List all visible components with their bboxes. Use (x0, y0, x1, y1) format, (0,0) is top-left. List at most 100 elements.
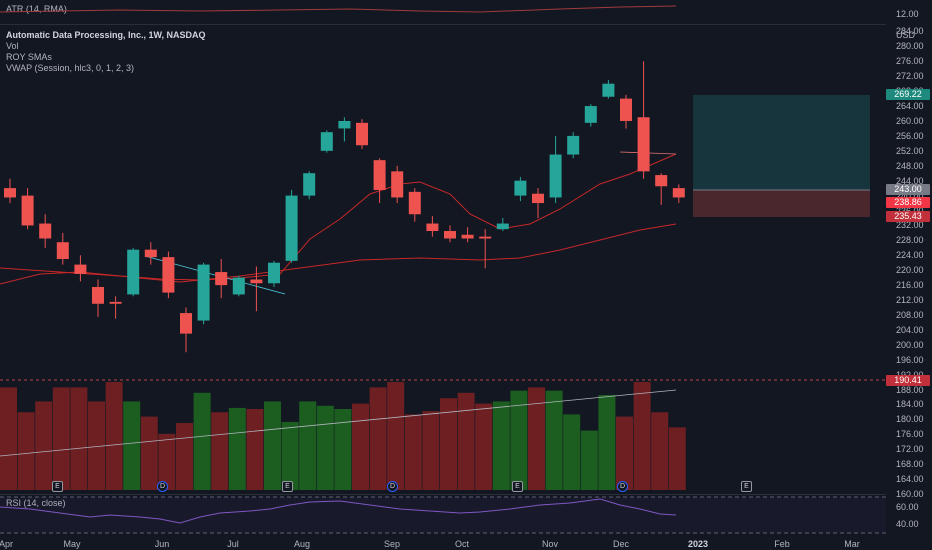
candle[interactable] (672, 188, 685, 198)
candle[interactable] (655, 175, 668, 187)
volume-chart[interactable] (0, 378, 886, 492)
earnings-badge[interactable]: E (512, 481, 523, 492)
candle[interactable] (21, 195, 34, 226)
volume-bar (17, 412, 35, 490)
candle[interactable] (180, 313, 192, 334)
rsi-pane[interactable]: RSI (14, close) (0, 495, 886, 535)
candle[interactable] (584, 106, 597, 123)
price-tick: 216.00 (896, 280, 924, 291)
time-tick: Jun (154, 539, 170, 549)
volume-bar (545, 390, 563, 490)
candle[interactable] (549, 154, 562, 198)
currency-label: USD (896, 30, 916, 40)
candle[interactable] (162, 257, 175, 293)
dividend-badge[interactable]: D (157, 481, 168, 492)
price-tick: 280.00 (896, 41, 924, 52)
rsi-line (0, 498, 677, 524)
candle[interactable] (408, 191, 421, 215)
reward-zone[interactable] (693, 95, 870, 190)
rsi-tick-40: 40.00 (896, 519, 919, 529)
candle[interactable] (250, 279, 263, 284)
candle[interactable] (514, 180, 527, 196)
volume-tag[interactable]: 190.41 (886, 375, 930, 386)
volume-bar (264, 401, 281, 490)
risk-zone[interactable] (693, 190, 870, 217)
legend-vwap[interactable]: VWAP (Session, hlc3, 0, 1, 2, 3) (6, 63, 135, 73)
candle[interactable] (637, 117, 650, 172)
volume-bar (123, 401, 141, 490)
candle[interactable] (197, 264, 210, 321)
volume-bar (52, 387, 70, 490)
candle[interactable] (479, 236, 492, 239)
candle[interactable] (303, 173, 316, 196)
candles[interactable] (4, 61, 685, 353)
volume-bar (299, 401, 317, 490)
candle[interactable] (320, 132, 333, 151)
volume-bar (492, 401, 510, 490)
candle[interactable] (356, 122, 368, 146)
price-tick: 232.00 (896, 220, 924, 231)
price-scale[interactable]: 284.00280.00276.00272.00268.00264.00260.… (886, 24, 932, 499)
candle[interactable] (92, 286, 104, 304)
price-tick: 256.00 (896, 130, 924, 141)
target-price-tag[interactable]: 269.22 (886, 89, 930, 100)
pane-separator (0, 494, 886, 495)
candle[interactable] (215, 272, 228, 286)
time-tick: Dec (612, 539, 630, 549)
candle[interactable] (620, 98, 632, 121)
time-tick: Jul (227, 539, 239, 549)
volume-bar (510, 390, 528, 490)
candle[interactable] (373, 160, 386, 190)
time-tick: Feb (774, 539, 790, 549)
price-tick: 160.00 (896, 489, 924, 499)
legend-sma[interactable]: ROY SMAs (6, 52, 52, 62)
price-tick: 168.00 (896, 459, 924, 470)
stop-price-tag[interactable]: 235.43 (886, 211, 930, 222)
candle[interactable] (39, 223, 52, 239)
dividend-badge[interactable]: D (387, 481, 398, 492)
candle[interactable] (444, 231, 456, 239)
candle[interactable] (56, 242, 69, 259)
candle[interactable] (232, 277, 245, 295)
time-axis[interactable]: Apr May Jun Jul Aug Sep Oct Nov Dec 2023 Feb Mar (0, 535, 886, 550)
sma-slow-line (0, 223, 677, 283)
entry-price-tag[interactable]: 243.00 (886, 184, 930, 195)
price-tick: 284.00 (896, 26, 924, 37)
legend-vol[interactable]: Vol (6, 41, 19, 51)
candle[interactable] (461, 234, 474, 239)
price-tick: 252.00 (896, 145, 924, 156)
earnings-badge[interactable]: E (52, 481, 63, 492)
price-tick: 228.00 (896, 235, 924, 246)
candle[interactable] (567, 135, 580, 155)
candle[interactable] (496, 223, 509, 230)
candle[interactable] (532, 193, 544, 204)
volume-bar (88, 401, 105, 490)
time-tick: Apr (0, 539, 14, 549)
candle[interactable] (268, 262, 280, 284)
volume-bar (228, 407, 246, 490)
legend-title[interactable]: Automatic Data Processing, Inc., 1W, NAS… (6, 30, 206, 40)
candle[interactable] (74, 264, 87, 274)
candle[interactable] (602, 83, 615, 97)
volume-bar (334, 409, 352, 490)
current-price-tag[interactable]: 238.86 (886, 197, 930, 208)
candle[interactable] (391, 171, 404, 198)
candle[interactable] (426, 223, 439, 232)
candle[interactable] (338, 120, 351, 129)
candle[interactable] (109, 301, 122, 304)
volume-bar (316, 405, 334, 490)
price-tick: 204.00 (896, 324, 924, 335)
candle[interactable] (285, 195, 298, 261)
time-tick: Nov (541, 539, 559, 549)
volume-bar (246, 409, 264, 490)
dividend-badge[interactable]: D (617, 481, 628, 492)
candle[interactable] (127, 249, 140, 295)
candle[interactable] (4, 188, 16, 198)
price-chart[interactable] (0, 24, 886, 494)
volume-bar (457, 392, 475, 490)
price-tick: 180.00 (896, 414, 924, 425)
candle[interactable] (144, 249, 157, 258)
earnings-badge[interactable]: E (282, 481, 293, 492)
earnings-badge[interactable]: E (741, 481, 752, 492)
price-tick: 164.00 (896, 474, 924, 485)
